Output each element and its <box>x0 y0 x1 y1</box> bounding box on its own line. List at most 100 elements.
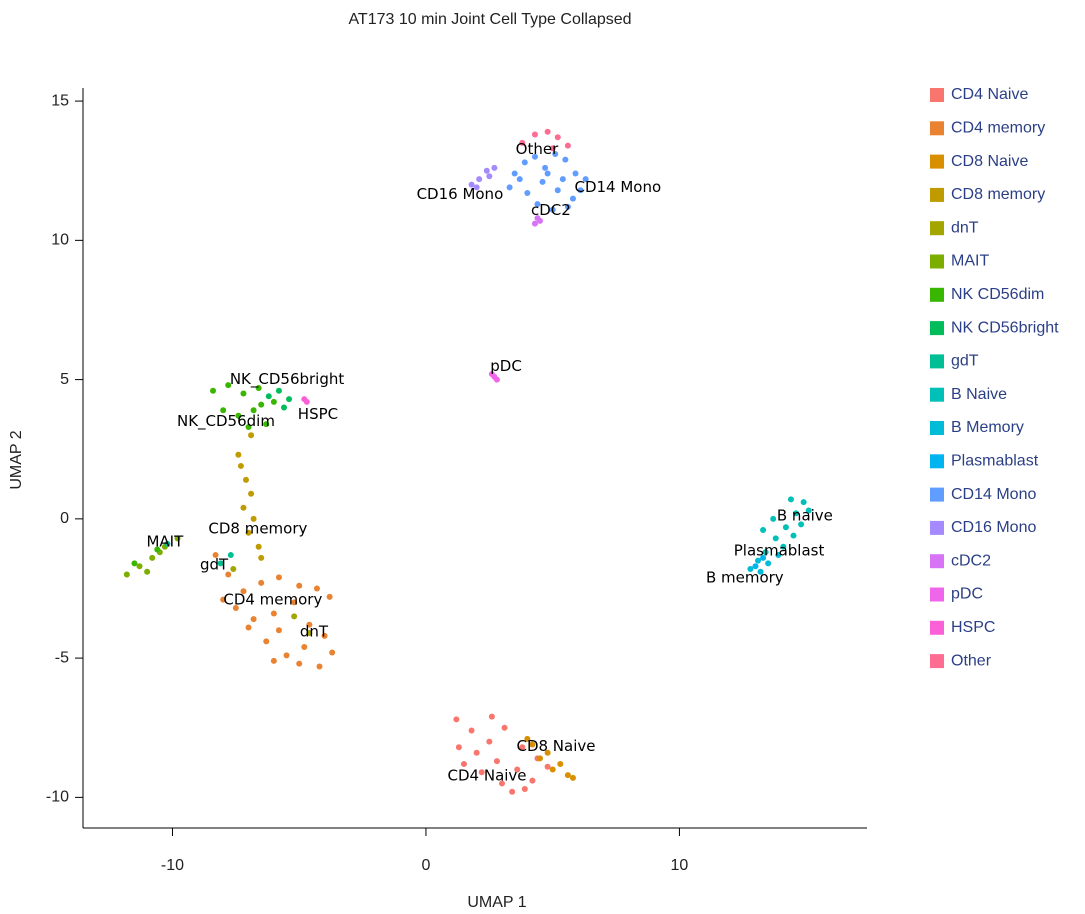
legend-swatch <box>930 354 944 369</box>
cluster-label: NK_CD56dim <box>177 412 275 431</box>
point <box>123 571 130 578</box>
x-tick-label: 10 <box>671 857 689 874</box>
legend-swatch <box>930 88 944 102</box>
legend-label: NK CD56bright <box>951 319 1059 336</box>
cluster-label: MAIT <box>146 532 184 550</box>
point <box>549 766 556 773</box>
point <box>569 774 576 781</box>
point <box>321 632 328 639</box>
point <box>225 382 232 389</box>
point <box>291 599 298 606</box>
legend-label: cDC2 <box>951 552 991 569</box>
point <box>544 763 551 770</box>
legend-label: CD8 Naive <box>951 153 1028 170</box>
cluster-label: dnT <box>300 622 329 640</box>
point <box>782 524 789 531</box>
point <box>770 515 777 522</box>
legend-label: CD16 Mono <box>951 519 1036 536</box>
point <box>775 552 782 559</box>
legend-swatch <box>930 121 944 136</box>
cluster-label: CD4 memory <box>223 590 322 608</box>
legend-label: CD4 Naive <box>951 86 1028 103</box>
point <box>275 387 282 394</box>
point <box>144 568 151 575</box>
legend-label: Other <box>951 652 992 669</box>
point <box>306 630 313 637</box>
legend-label: B Naive <box>951 386 1007 403</box>
point <box>519 139 526 146</box>
point <box>468 727 475 734</box>
legend-label: NK CD56dim <box>951 286 1044 303</box>
point <box>473 184 480 191</box>
point <box>263 638 270 645</box>
point <box>149 554 156 561</box>
point <box>516 176 523 183</box>
legend-swatch <box>930 221 944 236</box>
legend-swatch <box>930 254 944 269</box>
legend-swatch <box>930 187 944 202</box>
point <box>329 649 336 656</box>
point <box>544 749 551 756</box>
point <box>544 170 551 177</box>
point <box>542 164 549 171</box>
point <box>476 176 483 183</box>
point <box>529 741 536 748</box>
point <box>473 749 480 756</box>
y-tick-label: -5 <box>55 649 69 666</box>
point <box>549 145 556 152</box>
cluster-label: B memory <box>706 568 784 586</box>
point <box>534 201 541 208</box>
point <box>237 462 244 469</box>
legend-swatch <box>930 387 944 402</box>
point <box>572 170 579 177</box>
cluster-label: Plasmablast <box>734 541 825 559</box>
point <box>250 616 257 623</box>
legend-label: gdT <box>951 353 979 370</box>
y-tick-label: 15 <box>51 92 69 109</box>
point <box>240 504 247 511</box>
point <box>242 476 249 483</box>
point <box>131 560 138 567</box>
point <box>564 772 571 779</box>
point <box>577 187 584 194</box>
legend-swatch <box>930 620 944 635</box>
point <box>488 713 495 720</box>
point <box>483 167 490 174</box>
legend-label: CD14 Mono <box>951 486 1036 503</box>
cluster-label: HSPC <box>298 405 338 423</box>
point <box>303 398 310 405</box>
point <box>760 526 767 533</box>
point <box>531 220 538 227</box>
point <box>537 755 544 762</box>
point <box>212 552 219 559</box>
point <box>270 657 277 664</box>
point <box>780 543 787 550</box>
legend-swatch <box>930 554 944 569</box>
point <box>283 652 290 659</box>
legend-label: Plasmablast <box>951 453 1039 470</box>
point <box>498 780 505 787</box>
point <box>281 404 288 411</box>
point <box>787 496 794 503</box>
point <box>220 407 227 414</box>
point <box>539 178 546 185</box>
point <box>582 176 589 183</box>
point <box>519 744 526 751</box>
point <box>493 376 500 383</box>
point <box>316 663 323 670</box>
y-tick-label: 10 <box>51 232 69 249</box>
point <box>755 557 762 564</box>
point <box>506 184 513 191</box>
point <box>544 128 551 135</box>
x-axis-label: UMAP 1 <box>467 894 526 911</box>
point <box>248 490 255 497</box>
point <box>217 560 224 567</box>
point <box>245 423 252 430</box>
point <box>250 515 257 522</box>
cluster-label: CD16 Mono <box>417 185 504 203</box>
point <box>258 554 265 561</box>
point <box>564 142 571 149</box>
point <box>798 521 805 528</box>
legend-label: MAIT <box>951 253 989 270</box>
point <box>511 170 518 177</box>
